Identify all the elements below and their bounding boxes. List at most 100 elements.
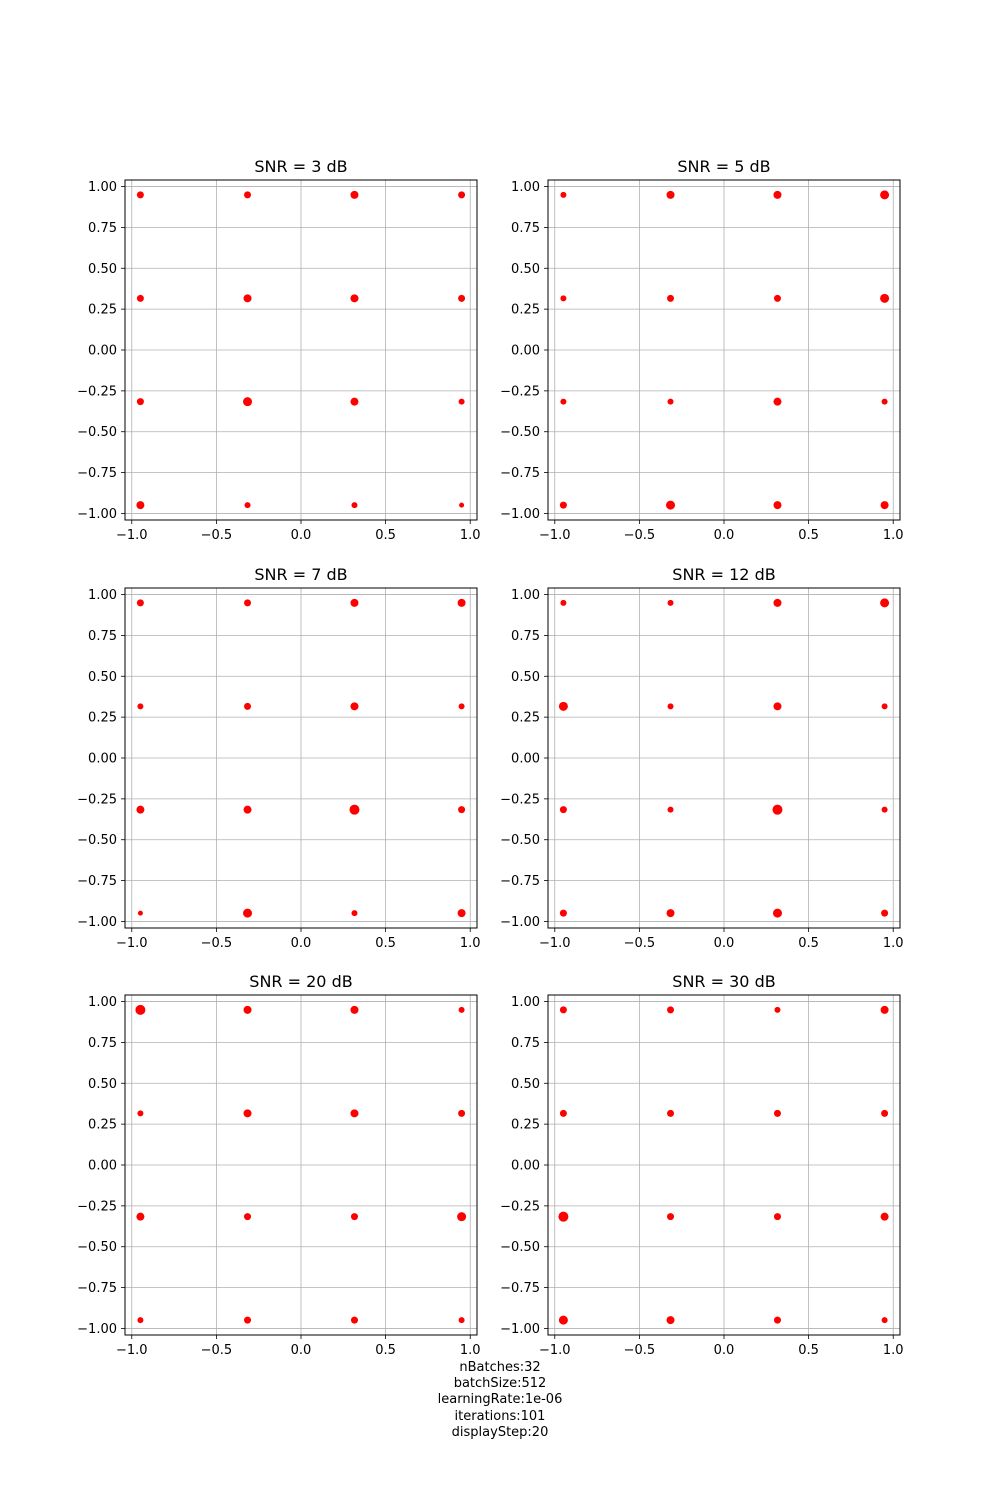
data-point bbox=[667, 1006, 675, 1014]
y-tick-label: 0.50 bbox=[511, 1077, 540, 1092]
data-point bbox=[458, 398, 465, 405]
y-tick-label: −1.00 bbox=[77, 1322, 117, 1337]
data-point bbox=[458, 703, 465, 710]
data-point bbox=[773, 501, 782, 510]
y-tick-label: 0.75 bbox=[511, 221, 540, 236]
y-tick-label: 0.50 bbox=[88, 262, 117, 277]
y-tick-label: −0.25 bbox=[77, 384, 117, 399]
data-point bbox=[667, 599, 674, 606]
subplot-5: −1.0 −0.5 0.0 0.5 1.0 −1.00 −0.75 −0.50 −0.25 0.0… bbox=[77, 972, 480, 1358]
data-point bbox=[136, 398, 144, 406]
data-point bbox=[559, 909, 567, 917]
data-point bbox=[137, 1317, 144, 1324]
data-point bbox=[350, 1005, 359, 1014]
caption-iterations: iterations:101 bbox=[454, 1408, 546, 1424]
y-tick-label: −0.50 bbox=[500, 1240, 540, 1255]
y-tick-label: −0.25 bbox=[500, 384, 540, 399]
y-tick-label: −0.25 bbox=[500, 1199, 540, 1214]
caption-nbatches: nBatches:32 bbox=[459, 1360, 541, 1375]
data-point bbox=[350, 702, 359, 711]
data-point bbox=[560, 295, 567, 302]
y-tick-label: 0.75 bbox=[88, 629, 117, 644]
data-point bbox=[881, 909, 889, 917]
data-point bbox=[773, 1213, 781, 1221]
y-tick-label: 1.00 bbox=[511, 995, 540, 1010]
y-tick-label: 0.00 bbox=[511, 1159, 540, 1174]
data-point bbox=[136, 1212, 145, 1221]
y-tick-label: 0.25 bbox=[88, 711, 117, 726]
subplot-1: −1.0 −0.5 0.0 0.5 1.0 −1.00 −0.75 −0.50 −0.25 0.0… bbox=[77, 157, 480, 543]
data-point bbox=[350, 294, 359, 303]
x-tick-label: −0.5 bbox=[201, 936, 233, 951]
subplot-title: SNR = 12 dB bbox=[672, 565, 775, 584]
data-point bbox=[243, 908, 253, 918]
data-point bbox=[349, 804, 360, 815]
data-point bbox=[135, 1004, 146, 1015]
x-tick-label: −1.0 bbox=[539, 528, 571, 543]
y-tick-label: 0.25 bbox=[511, 711, 540, 726]
data-point bbox=[458, 1109, 466, 1117]
data-point bbox=[773, 598, 782, 607]
x-tick-label: 1.0 bbox=[460, 1343, 481, 1358]
data-point bbox=[457, 598, 466, 607]
subplot-title: SNR = 30 dB bbox=[672, 972, 775, 991]
data-point bbox=[666, 500, 676, 510]
y-tick-label: 0.00 bbox=[511, 344, 540, 359]
x-tick-label: 0.5 bbox=[375, 528, 396, 543]
x-tick-label: −1.0 bbox=[539, 936, 571, 951]
subplot-3: −1.0 −0.5 0.0 0.5 1.0 −1.00 −0.75 −0.50 −0.25 0.0… bbox=[77, 565, 480, 951]
y-tick-label: 0.25 bbox=[88, 1118, 117, 1133]
data-point bbox=[137, 703, 144, 710]
y-tick-label: 1.00 bbox=[511, 588, 540, 603]
subplot-title: SNR = 7 dB bbox=[254, 565, 347, 584]
data-point bbox=[350, 1316, 358, 1324]
data-point bbox=[667, 1109, 675, 1117]
x-tick-label: 1.0 bbox=[883, 528, 904, 543]
data-point bbox=[244, 191, 252, 199]
caption-learning-rate: learningRate:1e-06 bbox=[437, 1392, 563, 1408]
y-tick-label: −0.75 bbox=[500, 466, 540, 481]
data-point bbox=[458, 191, 466, 199]
data-point bbox=[667, 1213, 675, 1221]
y-tick-label: −0.25 bbox=[77, 1199, 117, 1214]
x-tick-label: −1.0 bbox=[539, 1343, 571, 1358]
data-point bbox=[243, 397, 253, 407]
hyperparameter-caption: nBatches:32 batchSize:512 learningRate:1… bbox=[0, 1360, 1000, 1441]
x-tick-label: 0.0 bbox=[291, 936, 312, 951]
caption-batch-size: batchSize:512 bbox=[453, 1376, 547, 1392]
data-point bbox=[244, 1316, 252, 1324]
data-point bbox=[667, 398, 674, 405]
data-point bbox=[558, 1211, 569, 1222]
x-tick-label: 0.5 bbox=[798, 936, 819, 951]
x-tick-label: 0.0 bbox=[291, 1343, 312, 1358]
subplot-4: −1.0 −0.5 0.0 0.5 1.0 −1.00 −0.75 −0.50 −0.25 0.0… bbox=[500, 565, 903, 951]
y-tick-label: 1.00 bbox=[88, 995, 117, 1010]
y-tick-label: −0.75 bbox=[500, 874, 540, 889]
y-tick-label: −1.00 bbox=[500, 507, 540, 522]
data-point bbox=[666, 1316, 675, 1325]
y-tick-label: −1.00 bbox=[500, 1322, 540, 1337]
x-tick-label: −0.5 bbox=[624, 936, 656, 951]
data-point bbox=[666, 190, 675, 199]
data-point bbox=[881, 806, 888, 813]
x-tick-label: 1.0 bbox=[883, 1343, 904, 1358]
data-point bbox=[560, 599, 567, 606]
y-tick-label: 0.75 bbox=[88, 1036, 117, 1051]
data-point bbox=[559, 806, 567, 814]
y-tick-label: 0.25 bbox=[511, 1118, 540, 1133]
y-tick-label: 0.75 bbox=[511, 629, 540, 644]
y-tick-label: −0.75 bbox=[77, 466, 117, 481]
x-tick-label: 0.0 bbox=[714, 936, 735, 951]
x-tick-label: 0.5 bbox=[798, 528, 819, 543]
y-tick-label: 0.75 bbox=[88, 221, 117, 236]
data-point bbox=[136, 805, 145, 814]
x-tick-label: 0.5 bbox=[798, 1343, 819, 1358]
data-point bbox=[137, 910, 143, 916]
subplot-title: SNR = 5 dB bbox=[677, 157, 770, 176]
data-point bbox=[351, 502, 358, 509]
x-tick-label: −0.5 bbox=[201, 528, 233, 543]
data-point bbox=[773, 294, 781, 302]
data-point bbox=[881, 1317, 888, 1324]
data-point bbox=[136, 294, 144, 302]
y-tick-label: 0.00 bbox=[88, 752, 117, 767]
